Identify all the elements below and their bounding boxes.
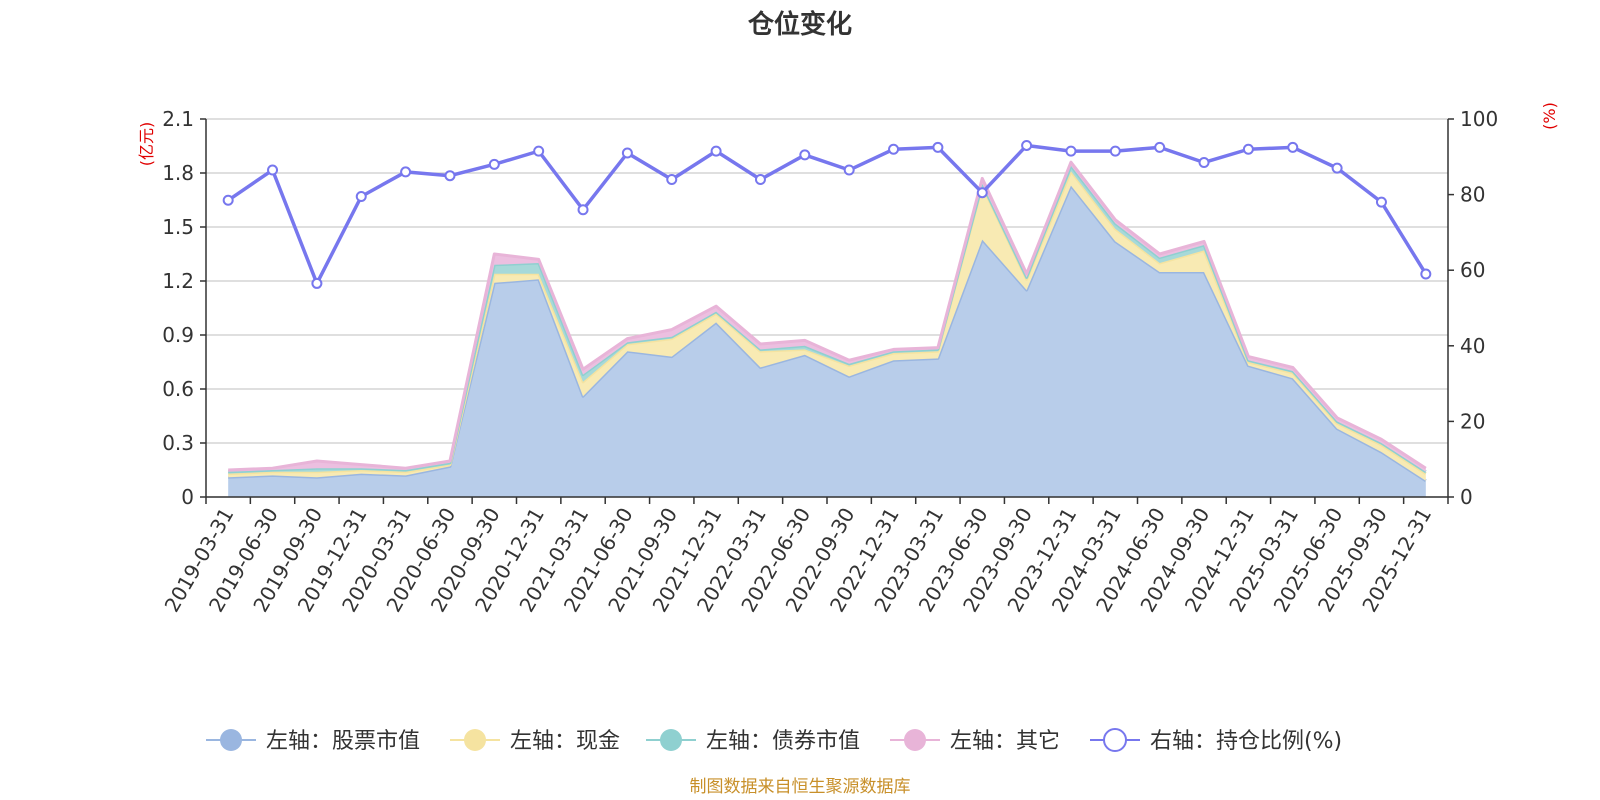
legend-label: 左轴：股票市值 xyxy=(266,729,420,754)
right-axis-tick-label: 20 xyxy=(1460,409,1485,433)
left-axis-tick-label: 0 xyxy=(181,485,194,509)
legend-marker xyxy=(1103,728,1127,752)
area-左轴：股票市值 xyxy=(228,185,1426,497)
ratio-point xyxy=(976,187,988,199)
ratio-point xyxy=(222,194,234,206)
ratio-point xyxy=(710,145,722,157)
ratio-point xyxy=(1375,196,1387,208)
ratio-point xyxy=(1021,139,1033,151)
right-axis-tick-label: 100 xyxy=(1460,107,1498,131)
ratio-point xyxy=(666,173,678,185)
left-axis-tick-label: 1.8 xyxy=(162,161,194,185)
ratio-point xyxy=(1109,145,1121,157)
ratio-point xyxy=(577,204,589,216)
position-ratio-line xyxy=(222,139,1432,289)
ratio-point xyxy=(888,143,900,155)
left-axis-tick-label: 1.2 xyxy=(162,269,194,293)
ratio-point xyxy=(355,190,367,202)
stacked-areas xyxy=(228,160,1427,497)
left-axis-unit: (亿元) xyxy=(137,122,156,167)
legend-marker xyxy=(220,729,242,751)
ratio-point xyxy=(1242,143,1254,155)
right-axis-tick-label: 60 xyxy=(1460,258,1485,282)
ratio-point xyxy=(1331,162,1343,174)
ratio-point xyxy=(267,164,279,176)
ratio-point xyxy=(1198,156,1210,168)
right-axis-unit: (%) xyxy=(1540,102,1559,130)
source-note: 制图数据来自恒生聚源数据库 xyxy=(690,777,911,797)
left-axis-tick-label: 0.6 xyxy=(162,377,194,401)
legend: 左轴：股票市值 左轴：现金 左轴：债券市值 左轴：其它 右轴：持仓比例(%) xyxy=(206,728,1342,754)
right-axis-tick-label: 80 xyxy=(1460,183,1485,207)
left-axis-tick-label: 1.5 xyxy=(162,215,194,239)
legend-marker xyxy=(660,729,682,751)
ratio-point xyxy=(400,166,412,178)
right-axis-tick-label: 40 xyxy=(1460,334,1485,358)
ratio-point xyxy=(444,170,456,182)
ratio-line-path xyxy=(227,143,1428,286)
ratio-point xyxy=(799,149,811,161)
ratio-point xyxy=(311,277,323,289)
area-edge-左轴：其它 xyxy=(228,160,1427,472)
legend-label: 右轴：持仓比例(%) xyxy=(1150,729,1342,754)
left-axis-tick-label: 2.1 xyxy=(162,107,194,131)
legend-label: 左轴：其它 xyxy=(950,729,1060,754)
legend-marker xyxy=(464,729,486,751)
area-左轴：现金 xyxy=(228,171,1426,481)
ratio-point xyxy=(488,158,500,170)
ratio-point xyxy=(1420,268,1432,280)
ratio-point xyxy=(843,164,855,176)
ratio-point xyxy=(754,173,766,185)
chart-title: 仓位变化 xyxy=(747,9,852,40)
legend-marker xyxy=(904,729,926,751)
ratio-point xyxy=(1154,141,1166,153)
ratio-point xyxy=(621,147,633,159)
left-axis-tick-label: 0.9 xyxy=(162,323,194,347)
right-axis-tick-label: 0 xyxy=(1460,485,1473,509)
left-axis-tick-label: 0.3 xyxy=(162,431,194,455)
ratio-point xyxy=(1287,141,1299,153)
ratio-point xyxy=(1065,145,1077,157)
ratio-point xyxy=(932,141,944,153)
legend-label: 左轴：债券市值 xyxy=(706,729,860,754)
legend-label: 左轴：现金 xyxy=(510,729,620,754)
ratio-point xyxy=(533,145,545,157)
